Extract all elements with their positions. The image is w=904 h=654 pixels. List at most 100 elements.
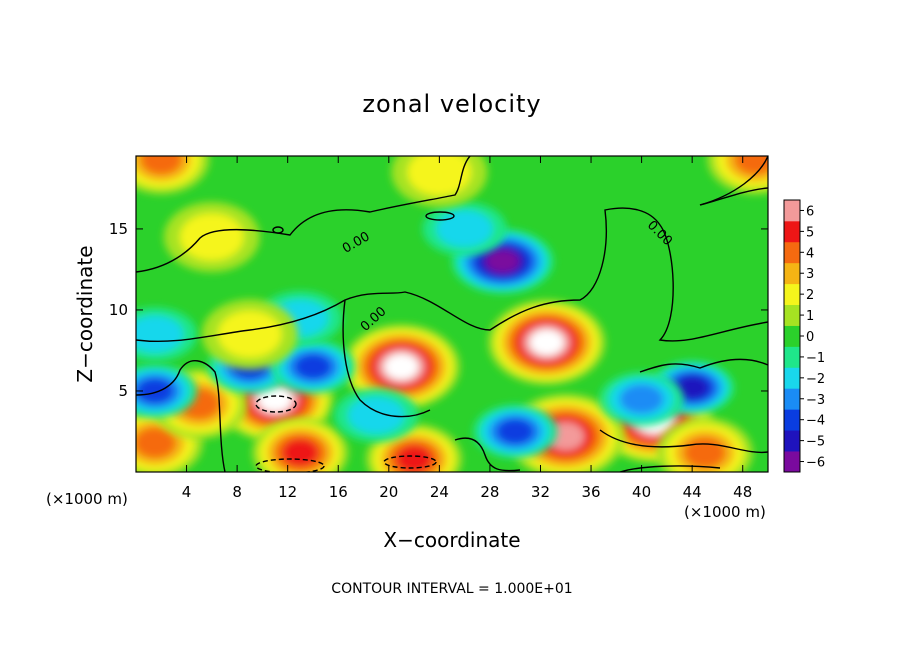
y-tick-label: 5 <box>118 382 128 400</box>
field-level <box>180 213 244 261</box>
field-level <box>496 418 534 445</box>
field-level <box>529 329 564 356</box>
field-feature <box>334 388 419 443</box>
x-tick-label: 32 <box>531 483 550 501</box>
contour-line-dashed <box>255 458 325 472</box>
colorbar-swatch <box>784 262 800 285</box>
field-level <box>294 354 332 380</box>
field-level <box>136 315 184 353</box>
colorbar-swatch <box>784 220 800 243</box>
colorbar: 6 5 4 3 2 1 0 −1 −2 −3 −4 −5 −6 <box>783 199 825 473</box>
colorbar-tick-label: −6 <box>806 456 825 471</box>
velocity-field <box>136 156 768 472</box>
colorbar-tick-label: −4 <box>806 414 825 429</box>
x-tick-label: 40 <box>632 483 651 501</box>
colorbar-tick-label: −3 <box>806 393 825 408</box>
field-level <box>136 427 176 459</box>
plot-frame <box>135 155 769 473</box>
zero-contours <box>136 156 768 472</box>
field-level <box>136 378 174 404</box>
x-tick-label: 44 <box>683 483 702 501</box>
colorbar-tick-label: 1 <box>806 309 814 324</box>
field-feature <box>599 372 684 427</box>
contour-line <box>454 437 521 472</box>
x-unit-label-left: (×1000 m) <box>46 490 128 508</box>
colorbar-swatch <box>784 283 800 306</box>
field-feature <box>391 156 488 208</box>
colorbar-tick-label: −2 <box>806 372 825 387</box>
colorbar-swatch <box>784 409 800 431</box>
contour-line <box>699 156 768 206</box>
field-level <box>734 156 768 175</box>
contour-line <box>136 156 471 273</box>
field-level <box>436 210 493 248</box>
colorbar-swatch <box>784 241 800 264</box>
field-feature <box>422 201 507 256</box>
x-tick-label: 36 <box>581 483 600 501</box>
field-level <box>675 376 709 400</box>
x-tick-label: 8 <box>232 483 242 501</box>
y-ticks: 5 10 15 <box>109 220 768 400</box>
field-feature <box>488 299 606 385</box>
field-feature <box>366 424 463 472</box>
field-feature <box>136 156 210 195</box>
field-level <box>407 156 472 196</box>
field-feature <box>473 404 558 459</box>
contour-line <box>425 211 455 221</box>
colorbar-tick-label: −5 <box>806 435 825 450</box>
colorbar-swatch <box>784 430 800 452</box>
colorbar-tick-label: 2 <box>806 288 814 303</box>
field-feature <box>656 417 753 472</box>
x-tick-label: 16 <box>329 483 348 501</box>
x-tick-label: 12 <box>278 483 297 501</box>
colorbar-tick-label: −1 <box>806 351 825 366</box>
contour-line <box>639 358 768 373</box>
colorbar-swatch <box>784 346 800 368</box>
field-level <box>384 353 419 380</box>
field-level <box>619 384 664 414</box>
field-level <box>218 310 282 358</box>
contour-line-dashed <box>383 455 437 469</box>
x-tick-label: 4 <box>182 483 192 501</box>
x-tick-label: 48 <box>733 483 752 501</box>
field-feature <box>707 156 768 195</box>
colorbar-tick-label: 3 <box>806 267 814 282</box>
colorbar-swatch <box>784 325 800 347</box>
contour-line-dashed <box>255 395 297 413</box>
field-feature <box>163 202 260 272</box>
x-tick-label: 28 <box>480 483 499 501</box>
field-feature <box>136 307 197 362</box>
field-feature <box>136 364 197 418</box>
field-feature <box>342 324 460 410</box>
field-feature <box>271 339 355 394</box>
colorbar-swatch <box>784 451 800 473</box>
colorbar-tick-label: 6 <box>806 204 814 219</box>
colorbar-swatch <box>784 388 800 410</box>
colorbar-tick-label: 0 <box>806 330 814 345</box>
contour-line <box>599 429 768 454</box>
contour-line <box>619 465 721 472</box>
contour-interval-note: CONTOUR INTERVAL = 1.000E+01 <box>331 581 572 597</box>
colorbar-swatch <box>784 304 800 326</box>
field-level <box>257 386 293 412</box>
colorbar-swatch <box>784 367 800 389</box>
contour-line <box>272 226 284 234</box>
x-ticks: 4 8 12 16 20 24 28 32 36 40 44 48 <box>182 156 752 501</box>
chart-title: zonal velocity <box>362 90 541 118</box>
field-level <box>348 396 405 434</box>
y-tick-label: 10 <box>109 301 128 319</box>
y-tick-label: 15 <box>109 220 128 238</box>
colorbar-tick-label: 4 <box>806 246 814 261</box>
field-level <box>684 437 726 468</box>
field-feature <box>252 417 349 472</box>
contour-line <box>136 360 226 472</box>
contour-line <box>136 207 768 343</box>
field-level <box>396 445 433 472</box>
colorbar-tick-label: 5 <box>806 225 814 240</box>
contour-line <box>342 299 431 418</box>
field-level <box>140 156 182 175</box>
x-axis-label: X−coordinate <box>383 528 520 552</box>
plot-area: 0.000.000.00 4 8 12 16 20 24 28 32 36 40 44 48 5101… <box>109 155 769 501</box>
field-level <box>485 249 520 273</box>
